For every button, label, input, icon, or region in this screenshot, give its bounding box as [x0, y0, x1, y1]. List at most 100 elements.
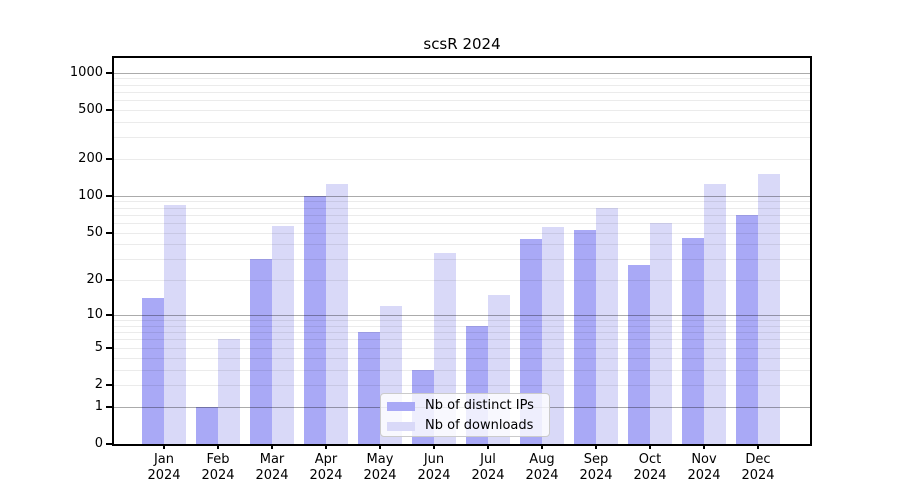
- gridline-minor: [114, 207, 810, 209]
- x-tick-label-month: Nov: [691, 452, 717, 467]
- bar-distinct-ips-feb: [196, 406, 218, 444]
- x-tick-label-year: 2024: [147, 468, 181, 483]
- gridline-major: [114, 72, 810, 74]
- x-tick: [649, 444, 651, 449]
- x-tick-label: Dec 2024: [726, 452, 790, 484]
- y-tick: [106, 231, 112, 234]
- gridline-minor: [114, 244, 810, 246]
- y-tick-label: 50: [86, 224, 103, 240]
- legend-swatch-distinct-ips: [387, 401, 415, 411]
- y-tick-label: 2: [94, 376, 103, 392]
- x-tick: [757, 444, 759, 449]
- x-tick-label-year: 2024: [417, 468, 451, 483]
- x-tick-label: May 2024: [348, 452, 412, 484]
- gridline-minor: [114, 332, 810, 334]
- x-tick-label-year: 2024: [741, 468, 775, 483]
- gridline-minor: [114, 84, 810, 86]
- x-tick-label: Mar 2024: [240, 452, 304, 484]
- bar-downloads-sep: [596, 207, 618, 444]
- plot-area: [112, 56, 812, 446]
- y-tick: [106, 383, 112, 386]
- gridline-minor: [114, 259, 810, 261]
- gridline-minor: [114, 347, 810, 349]
- x-tick-label-month: May: [366, 452, 394, 467]
- y-tick: [106, 71, 112, 74]
- y-tick-label: 1000: [69, 64, 103, 80]
- legend-row-downloads: Nb of downloads: [387, 416, 543, 436]
- gridline-minor: [114, 99, 810, 101]
- gridline-minor: [114, 339, 810, 341]
- gridline-minor: [114, 121, 810, 123]
- x-tick: [379, 444, 381, 449]
- x-tick-label-year: 2024: [471, 468, 505, 483]
- x-tick-label-year: 2024: [525, 468, 559, 483]
- gridline-minor: [114, 109, 810, 111]
- bar-distinct-ips-apr: [304, 195, 326, 444]
- x-tick-label-month: Dec: [745, 452, 771, 467]
- x-tick-label: Apr 2024: [294, 452, 358, 484]
- bar-distinct-ips-sep: [574, 229, 596, 444]
- legend-swatch-downloads: [387, 421, 415, 431]
- y-tick-label: 5: [94, 339, 103, 355]
- y-tick-label: 100: [78, 187, 103, 203]
- x-tick: [541, 444, 543, 449]
- y-tick-label: 500: [78, 101, 103, 117]
- x-tick-label-month: Jun: [423, 452, 445, 467]
- gridline-minor: [114, 91, 810, 93]
- legend-row-distinct-ips: Nb of distinct IPs: [387, 396, 543, 416]
- x-tick-label-month: Sep: [583, 452, 609, 467]
- bar-distinct-ips-mar: [250, 259, 272, 444]
- bar-downloads-aug: [542, 226, 564, 444]
- y-tick-label: 20: [86, 272, 103, 288]
- bar-downloads-mar: [272, 225, 294, 444]
- x-tick: [163, 444, 165, 449]
- x-tick: [703, 444, 705, 449]
- bar-downloads-feb: [218, 339, 240, 444]
- x-tick-label-year: 2024: [309, 468, 343, 483]
- gridline-minor: [114, 357, 810, 359]
- bar-distinct-ips-nov: [682, 238, 704, 444]
- x-tick-label-year: 2024: [579, 468, 613, 483]
- y-tick: [106, 405, 112, 408]
- x-tick-label: Oct 2024: [618, 452, 682, 484]
- x-tick-label-month: Mar: [259, 452, 285, 467]
- y-tick-label: 1: [94, 398, 103, 414]
- legend: Nb of distinct IPs Nb of downloads: [380, 393, 550, 437]
- gridline-minor: [114, 214, 810, 216]
- gridline-minor: [114, 384, 810, 386]
- legend-label-distinct-ips: Nb of distinct IPs: [425, 398, 534, 413]
- x-tick-label-month: Aug: [529, 452, 555, 467]
- y-tick-label: 0: [94, 436, 103, 451]
- x-tick: [325, 444, 327, 449]
- x-tick-label-year: 2024: [633, 468, 667, 483]
- y-tick: [106, 314, 112, 317]
- x-tick: [595, 444, 597, 449]
- bar-downloads-dec: [758, 174, 780, 444]
- x-tick-label: Nov 2024: [672, 452, 736, 484]
- y-tick: [106, 157, 112, 160]
- gridline-minor: [114, 232, 810, 234]
- x-tick-label-year: 2024: [687, 468, 721, 483]
- x-tick-label-month: Jan: [153, 452, 175, 467]
- gridline-minor: [114, 78, 810, 80]
- x-tick-label-month: Feb: [206, 452, 230, 467]
- bar-distinct-ips-jan: [142, 298, 164, 444]
- bar-downloads-apr: [326, 183, 348, 444]
- x-tick-label: Jul 2024: [456, 452, 520, 484]
- x-tick-label-month: Jul: [480, 452, 496, 467]
- gridline-minor: [114, 223, 810, 224]
- x-tick: [433, 444, 435, 449]
- bar-distinct-ips-may: [358, 332, 380, 444]
- x-tick-label: Aug 2024: [510, 452, 574, 484]
- legend-label-downloads: Nb of downloads: [425, 418, 534, 433]
- bar-distinct-ips-oct: [628, 264, 650, 444]
- gridline-major: [114, 315, 810, 317]
- gridline-minor: [114, 158, 810, 160]
- x-tick-label: Jun 2024: [402, 452, 466, 484]
- bar-downloads-jan: [164, 204, 186, 444]
- gridline-minor: [114, 137, 810, 139]
- bar-distinct-ips-dec: [736, 214, 758, 444]
- gridline-minor: [114, 280, 810, 282]
- x-tick-label: Feb 2024: [186, 452, 250, 484]
- x-tick-label-year: 2024: [363, 468, 397, 483]
